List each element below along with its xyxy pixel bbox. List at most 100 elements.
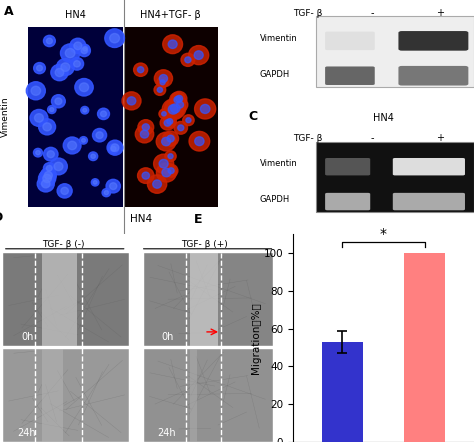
- Text: -: -: [371, 8, 374, 18]
- Circle shape: [171, 104, 180, 113]
- Circle shape: [160, 116, 175, 130]
- Circle shape: [61, 44, 80, 62]
- Text: C: C: [248, 110, 257, 123]
- FancyBboxPatch shape: [325, 193, 370, 210]
- Circle shape: [34, 62, 46, 74]
- Circle shape: [142, 172, 149, 179]
- Circle shape: [142, 124, 149, 130]
- Circle shape: [162, 99, 184, 120]
- Circle shape: [194, 51, 203, 59]
- Circle shape: [44, 35, 55, 46]
- Circle shape: [174, 96, 181, 103]
- Circle shape: [157, 88, 163, 92]
- Circle shape: [74, 42, 82, 50]
- Text: +: +: [436, 8, 444, 18]
- Circle shape: [147, 175, 167, 193]
- Bar: [144, 253, 273, 347]
- Bar: [316, 141, 474, 213]
- Circle shape: [31, 86, 41, 95]
- Circle shape: [172, 91, 187, 106]
- Circle shape: [51, 64, 68, 81]
- Circle shape: [162, 137, 171, 146]
- Bar: [144, 348, 273, 442]
- FancyBboxPatch shape: [393, 158, 465, 175]
- Circle shape: [168, 168, 174, 174]
- Circle shape: [167, 118, 173, 124]
- Circle shape: [55, 69, 64, 76]
- Circle shape: [81, 44, 90, 53]
- Text: HN4: HN4: [130, 214, 152, 224]
- Bar: [404, 253, 445, 442]
- Circle shape: [164, 164, 178, 177]
- Circle shape: [134, 63, 147, 76]
- Text: 0h: 0h: [21, 332, 34, 342]
- Circle shape: [178, 125, 184, 131]
- Circle shape: [163, 115, 176, 128]
- Circle shape: [157, 77, 168, 88]
- Circle shape: [109, 183, 117, 190]
- FancyBboxPatch shape: [325, 66, 375, 85]
- Circle shape: [162, 168, 171, 177]
- Circle shape: [185, 57, 191, 63]
- Circle shape: [27, 82, 46, 100]
- Circle shape: [109, 34, 119, 43]
- Circle shape: [167, 135, 174, 142]
- Bar: [316, 16, 474, 87]
- Circle shape: [83, 108, 87, 112]
- Bar: [42, 253, 77, 347]
- Circle shape: [65, 49, 75, 58]
- Circle shape: [154, 154, 173, 173]
- Circle shape: [93, 181, 97, 184]
- Circle shape: [153, 180, 162, 188]
- Circle shape: [46, 165, 52, 171]
- Circle shape: [80, 137, 88, 144]
- Bar: [190, 253, 218, 347]
- Circle shape: [50, 107, 54, 111]
- Circle shape: [107, 140, 123, 155]
- Circle shape: [111, 146, 116, 151]
- Circle shape: [155, 70, 173, 87]
- Circle shape: [81, 48, 87, 53]
- Circle shape: [75, 79, 93, 96]
- Circle shape: [44, 147, 58, 161]
- Circle shape: [47, 106, 56, 114]
- Text: Vimentin: Vimentin: [260, 159, 298, 168]
- FancyBboxPatch shape: [399, 66, 468, 86]
- Circle shape: [137, 168, 154, 183]
- Circle shape: [189, 46, 209, 65]
- Circle shape: [182, 115, 194, 126]
- Circle shape: [163, 131, 179, 146]
- Circle shape: [34, 149, 43, 157]
- Circle shape: [108, 144, 118, 154]
- Circle shape: [61, 63, 70, 71]
- Circle shape: [68, 141, 77, 150]
- Circle shape: [43, 123, 51, 131]
- Circle shape: [164, 120, 171, 126]
- Circle shape: [104, 191, 109, 194]
- Bar: [3, 253, 129, 347]
- Circle shape: [45, 171, 52, 179]
- Circle shape: [80, 83, 89, 91]
- Circle shape: [154, 84, 166, 95]
- Circle shape: [36, 151, 40, 155]
- Text: HN4: HN4: [65, 10, 86, 20]
- Circle shape: [44, 163, 55, 174]
- Text: 24h: 24h: [158, 428, 176, 438]
- Circle shape: [111, 144, 119, 152]
- Bar: [3, 348, 129, 442]
- Circle shape: [138, 120, 154, 135]
- Circle shape: [162, 112, 166, 116]
- Circle shape: [61, 187, 68, 194]
- Circle shape: [46, 38, 52, 44]
- Circle shape: [36, 65, 43, 71]
- Circle shape: [137, 67, 144, 73]
- Text: E: E: [193, 213, 202, 226]
- Bar: [124, 27, 218, 207]
- Circle shape: [39, 119, 55, 135]
- Text: HN4+TGF- β: HN4+TGF- β: [140, 10, 201, 20]
- Circle shape: [37, 176, 54, 192]
- Text: Vimentin: Vimentin: [260, 34, 298, 42]
- Circle shape: [54, 162, 63, 171]
- Circle shape: [42, 180, 50, 188]
- Circle shape: [63, 137, 81, 154]
